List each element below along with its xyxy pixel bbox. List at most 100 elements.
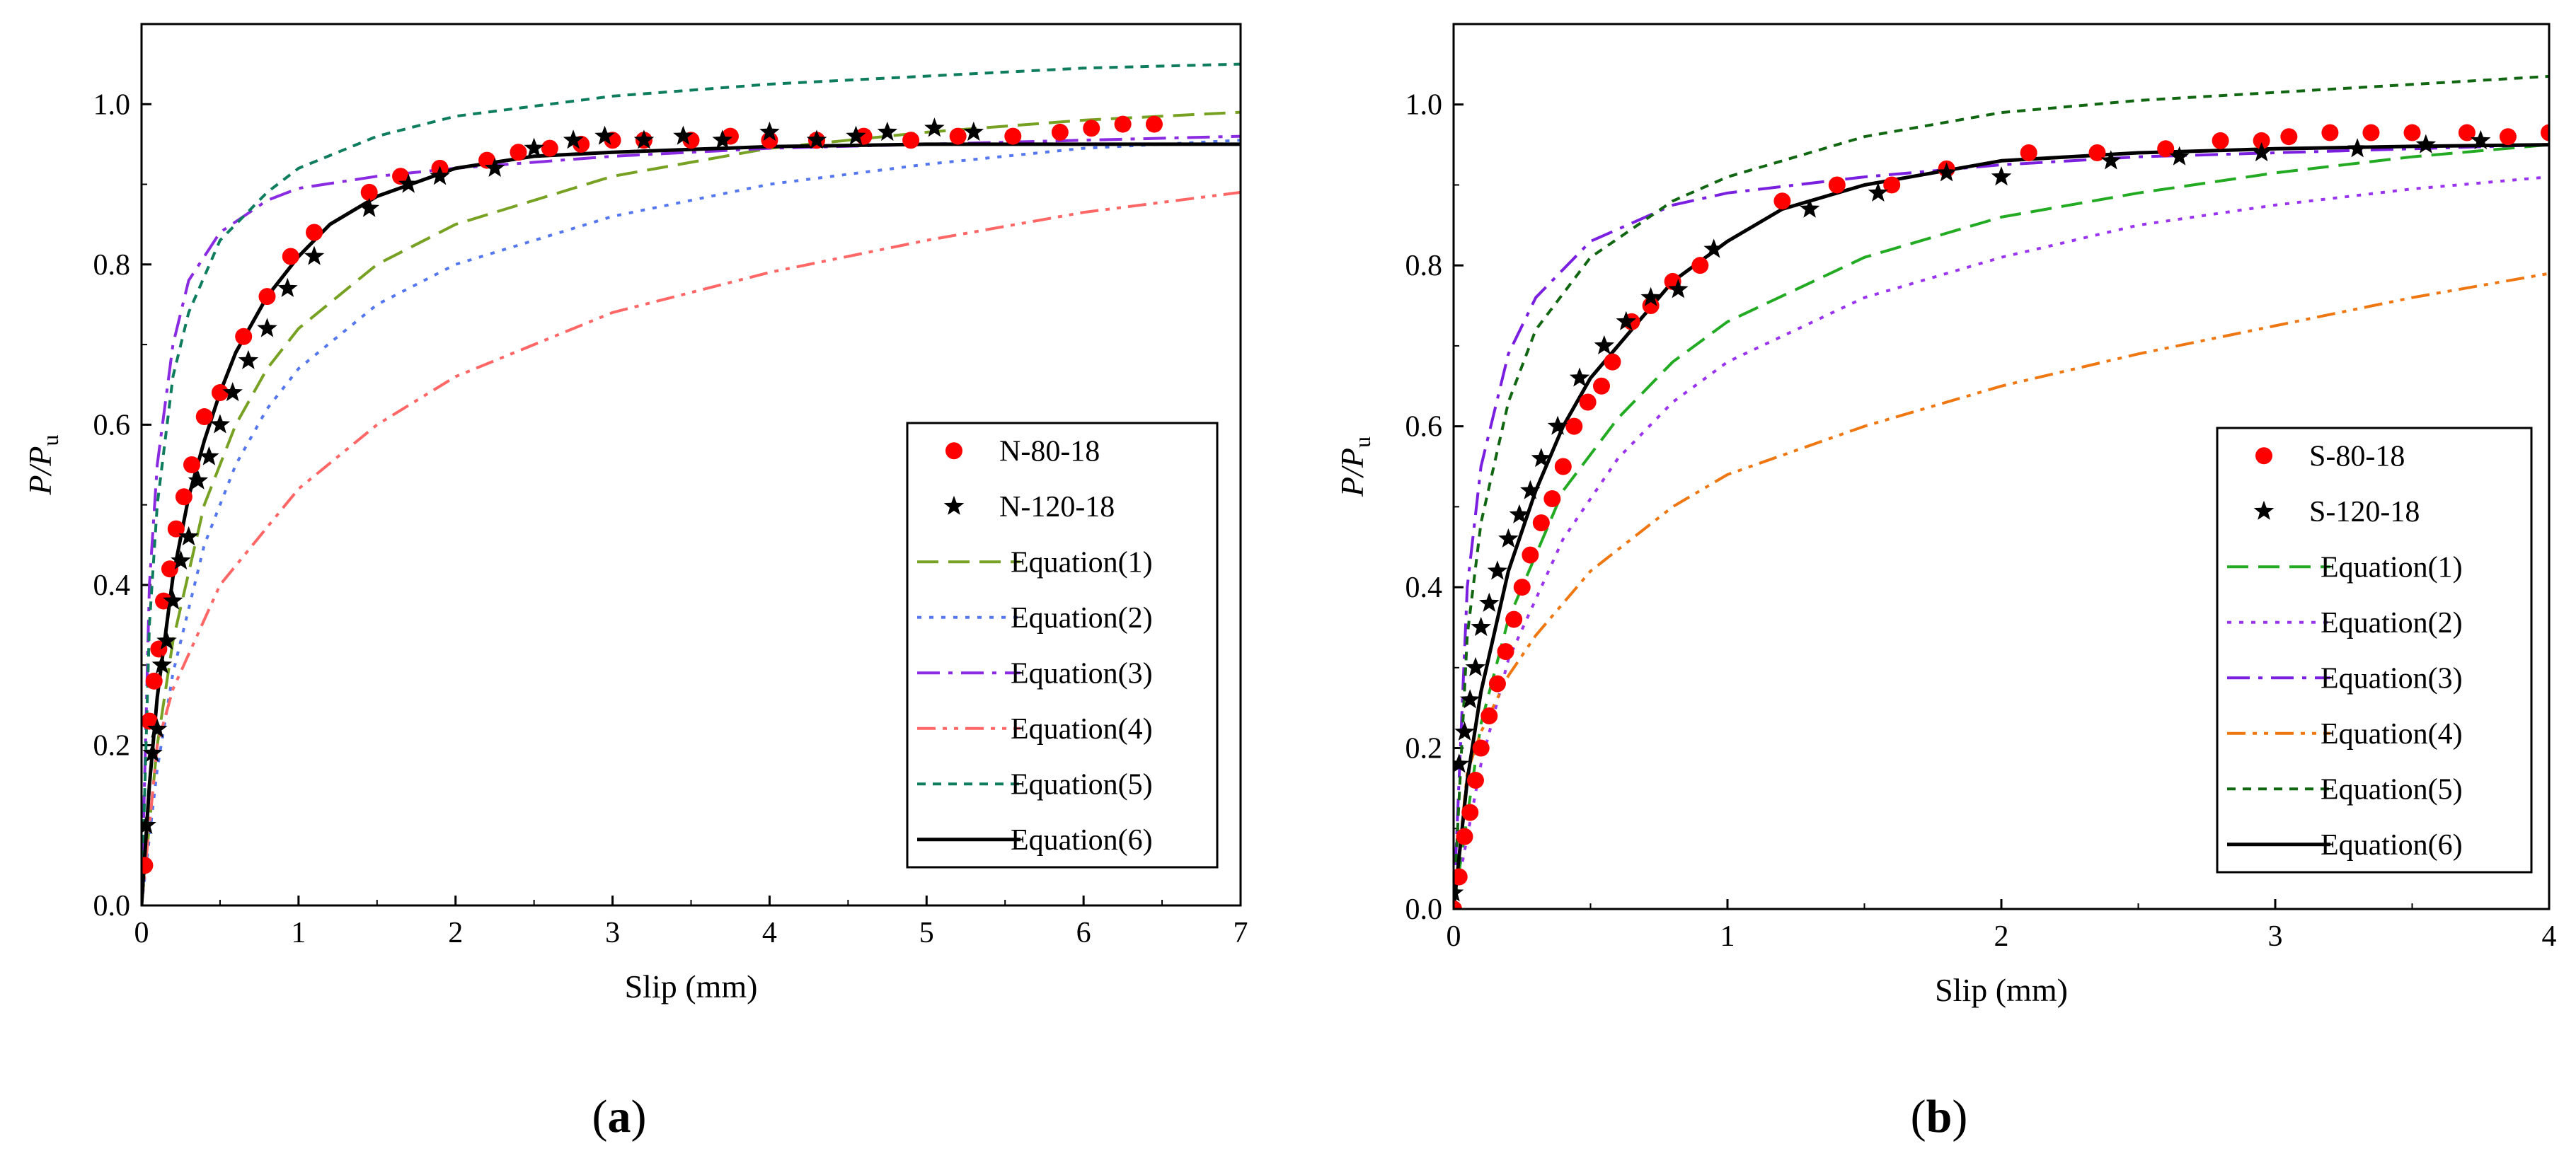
point-s-80-18 (2541, 124, 2549, 141)
point-n-120-18 (209, 414, 231, 434)
series-line-equation-5- (1454, 74, 2549, 909)
point-s-120-18 (1868, 182, 1889, 202)
point-s-120-18 (1454, 882, 1464, 902)
point-s-120-18 (1454, 753, 1469, 773)
point-n-120-18 (924, 117, 945, 137)
y-tick-label: 0.6 (1405, 411, 1443, 444)
panel-caption: (a) (592, 1091, 647, 1142)
series-line-equation-3- (1454, 143, 2549, 909)
point-s-120-18 (2169, 146, 2190, 166)
plot-area (142, 62, 1241, 905)
point-s-120-18 (1703, 238, 1724, 258)
point-s-80-18 (1472, 739, 1490, 757)
point-n-120-18 (171, 550, 191, 570)
point-n-120-18 (594, 125, 615, 145)
point-n-80-18 (902, 132, 920, 149)
point-s-80-18 (1883, 176, 1901, 194)
point-s-80-18 (2403, 124, 2421, 141)
legend-label: N-120-18 (999, 491, 1115, 523)
legend-label: S-120-18 (2309, 496, 2420, 528)
point-s-120-18 (1454, 721, 1475, 741)
legend-label: Equation(3) (2321, 662, 2463, 695)
plot-area (1454, 74, 2549, 909)
y-axis-label-sub: u (38, 435, 63, 446)
point-n-120-18 (877, 121, 898, 141)
point-n-80-18 (235, 328, 253, 345)
x-tick-label: 4 (762, 917, 777, 949)
x-tick-label: 7 (1234, 917, 1248, 949)
panel-caption: (b) (1911, 1091, 1968, 1142)
series-line-equation-2- (142, 139, 1241, 905)
point-n-120-18 (178, 526, 199, 546)
point-n-120-18 (238, 349, 259, 369)
point-n-120-18 (142, 742, 163, 762)
point-n-80-18 (1051, 123, 1069, 141)
point-n-120-18 (257, 318, 277, 337)
y-axis-label: P/Pu (22, 435, 63, 496)
plot-frame (140, 23, 1242, 907)
legend-label: Equation(4) (1011, 713, 1153, 746)
point-s-120-18 (1487, 560, 1508, 580)
legend-label: Equation(5) (2321, 773, 2463, 806)
point-n-120-18 (199, 446, 219, 465)
point-n-120-18 (163, 590, 183, 610)
x-tick-label: 1 (1720, 920, 1735, 953)
y-tick-label: 0.0 (1405, 893, 1443, 926)
point-n-80-18 (211, 384, 229, 402)
y-tick-label: 0.8 (1405, 250, 1443, 282)
point-s-80-18 (2362, 124, 2380, 141)
y-axis-label-main: P/P (22, 446, 58, 496)
point-s-120-18 (2100, 150, 2122, 170)
legend-label: Equation(6) (2321, 829, 2463, 862)
legend-box (2216, 427, 2533, 874)
point-n-80-18 (478, 151, 496, 169)
point-n-80-18 (167, 520, 185, 538)
point-s-80-18 (2458, 124, 2476, 141)
y-tick-label: 0.6 (93, 409, 131, 441)
point-n-120-18 (963, 121, 984, 141)
point-s-80-18 (2280, 128, 2298, 146)
point-n-120-18 (806, 129, 827, 149)
legend-label: Equation(4) (2321, 718, 2463, 751)
point-n-80-18 (1145, 115, 1163, 133)
point-s-80-18 (1579, 393, 1597, 411)
legend-label: Equation(6) (1011, 824, 1153, 857)
point-n-120-18 (430, 166, 450, 185)
point-s-80-18 (1543, 490, 1561, 507)
y-tick-label: 0.4 (93, 569, 131, 602)
point-n-80-18 (161, 560, 178, 578)
x-axis-label: Slip (mm) (1935, 972, 2068, 1008)
point-s-80-18 (2212, 132, 2229, 149)
point-s-120-18 (1520, 480, 1541, 499)
point-n-120-18 (277, 277, 298, 297)
x-tick-label: 4 (2542, 920, 2557, 953)
point-s-80-18 (1565, 417, 1583, 435)
point-n-80-18 (306, 224, 323, 241)
point-s-80-18 (1604, 353, 1621, 371)
point-s-80-18 (1488, 675, 1506, 693)
legend-label: Equation(3) (1011, 657, 1153, 690)
point-n-80-18 (360, 183, 378, 201)
x-tick-label: 2 (1994, 920, 2009, 953)
point-s-80-18 (2157, 140, 2175, 158)
point-n-80-18 (541, 139, 558, 157)
point-s-80-18 (1513, 579, 1531, 596)
point-n-80-18 (1083, 120, 1100, 137)
point-s-120-18 (2471, 129, 2491, 149)
y-tick-label: 0.2 (1405, 733, 1443, 765)
point-s-120-18 (1460, 689, 1480, 709)
x-tick-label: 6 (1076, 917, 1091, 949)
point-s-80-18 (1461, 804, 1479, 821)
point-s-120-18 (2347, 138, 2368, 158)
point-n-80-18 (258, 288, 276, 306)
legend-marker-n-120-18 (943, 495, 965, 515)
y-axis-label: P/Pu (1334, 436, 1375, 497)
point-n-120-18 (846, 125, 866, 145)
legend-label: Equation(1) (1011, 546, 1153, 579)
chart-panel-b: 0 1 2 3 4 0.0 0.2 0.4 0.6 0.8 1.0 Slip (mm) P/Pu S-80… (1334, 23, 2557, 1142)
point-s-80-18 (1554, 458, 1572, 475)
y-tick-label: 0.0 (93, 890, 131, 922)
legend-label: Equation(2) (2321, 607, 2463, 639)
point-s-120-18 (1640, 286, 1661, 306)
